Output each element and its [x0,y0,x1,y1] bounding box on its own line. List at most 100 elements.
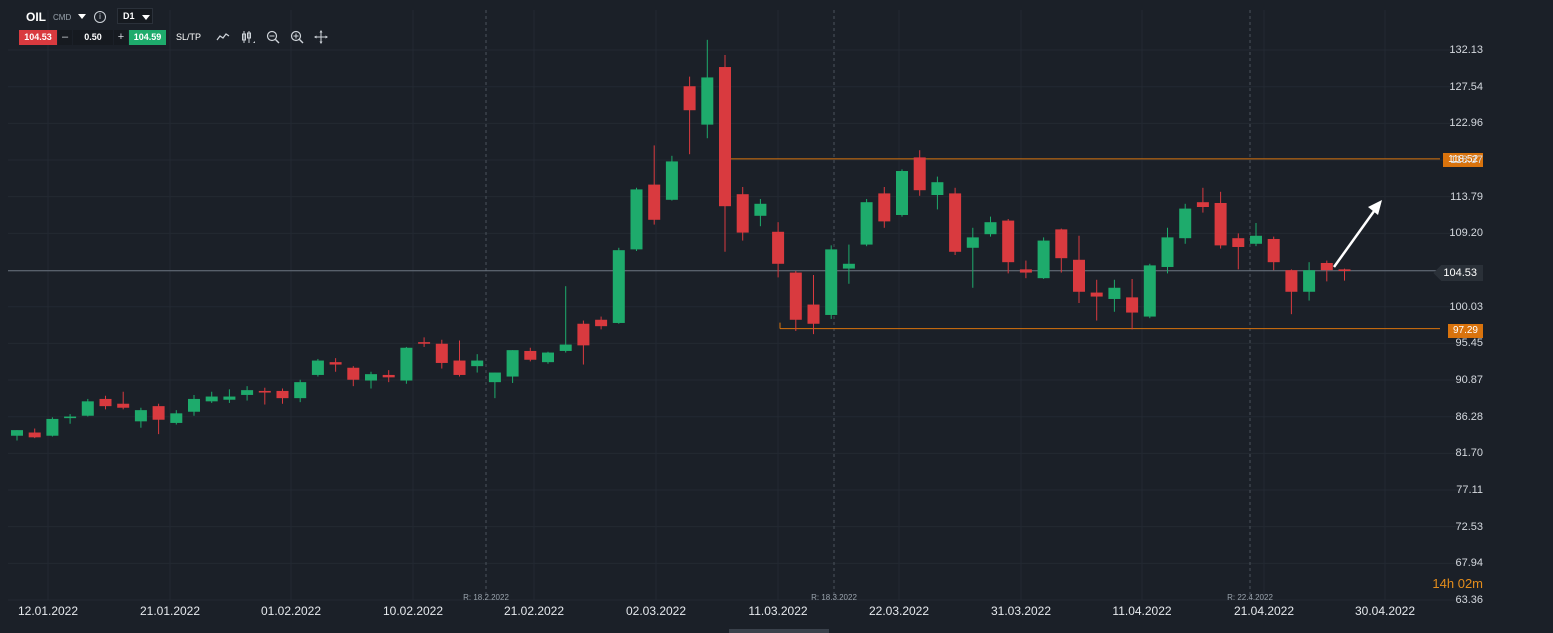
candle-bull [294,382,307,399]
candle-bear [1019,269,1032,273]
candle-bull [64,416,77,419]
resistance-level-tag[interactable]: 118.52 [1443,153,1483,167]
decrease-quantity-button[interactable]: – [58,30,72,45]
candle-bull [665,161,678,200]
candle-bull [46,418,59,436]
date-axis-label: 12.01.2022 [17,604,79,618]
price-axis-label: 100.03 [1449,300,1483,313]
candle-bull [612,250,625,323]
trend-arrow [1332,206,1379,268]
price-axis-label: 113.79 [1450,190,1483,203]
candle-bull [170,413,183,423]
symbol-name[interactable]: OIL [26,10,46,24]
sell-button[interactable]: 104.53 [19,30,57,45]
timeframe-dropdown-icon[interactable] [142,15,150,20]
candle-bull [542,352,554,363]
timeframe-select[interactable]: D1 [117,8,153,24]
candle-countdown: 14h 02m [1432,576,1483,591]
timeframe-label: D1 [123,11,135,21]
candle-bull [205,396,218,402]
price-axis-label: 95.45 [1455,337,1483,350]
price-axis-label: 67.94 [1455,557,1483,570]
candle-bull [488,372,501,383]
buy-button[interactable]: 104.59 [129,30,166,45]
candle-bear [453,360,466,375]
candle-bear [1126,297,1139,313]
quantity-input[interactable] [73,30,113,45]
candlestick-icon[interactable] [241,30,255,44]
candle-bear [435,343,448,363]
zoom-out-icon[interactable] [266,30,280,44]
candle-bull [81,401,94,416]
rollover-label: R: 22.4.2022 [1227,593,1273,602]
candle-bear [524,350,537,360]
line-chart-icon[interactable] [216,30,230,44]
candle-bull [931,182,944,195]
rollover-label: R: 18.3.2022 [811,593,857,602]
chart-scrollbar[interactable] [729,629,829,633]
candle-bull [241,390,254,395]
candle-bear [577,323,590,346]
candle-bear [807,304,820,324]
candle-bear [789,272,802,320]
candle-bear [418,342,431,344]
symbol-dropdown-icon[interactable] [78,14,86,19]
candle-bear [683,86,696,111]
candle-bear [1320,262,1333,271]
candle-bear [1090,292,1103,297]
price-axis-label: 63.36 [1455,594,1483,606]
candle-bear [152,406,165,420]
candle-bear [117,403,130,408]
candle-bear [258,390,271,393]
date-axis-label: 21.04.2022 [1233,604,1295,618]
price-axis-label: 90.87 [1455,373,1483,386]
date-axis-label: 10.02.2022 [382,604,444,618]
date-axis-label: 31.03.2022 [990,604,1052,618]
candle-bull [1303,270,1316,292]
candle-bear [1002,220,1015,263]
candle-bull [1161,237,1174,267]
candle-bear [595,319,608,327]
candle-bull [842,263,855,269]
increase-quantity-button[interactable]: + [114,30,128,45]
candle-bear [382,374,395,378]
candle-bull [506,350,519,377]
candle-bull [1179,208,1192,239]
date-axis-label: 01.02.2022 [260,604,322,618]
price-axis-label: 127.54 [1449,80,1483,93]
zoom-in-icon[interactable] [290,30,304,44]
candle-bull [754,203,767,216]
date-axis-label: 30.04.2022 [1354,604,1416,618]
candle-bear [648,184,661,220]
price-axis-label: 77.11 [1456,484,1483,497]
candle-bull [223,396,236,400]
date-axis-label: 22.03.2022 [868,604,930,618]
candle-bull [825,249,838,315]
trend-arrow-head [1368,200,1382,215]
price-axis-label: 132.13 [1449,44,1483,56]
candle-bull [1250,235,1262,244]
sltp-button[interactable]: SL/TP [176,32,202,42]
candle-bear [1267,238,1280,263]
candle-bull [400,347,413,381]
candle-bull [1143,265,1156,317]
info-icon[interactable]: i [94,11,106,23]
date-axis-label: 21.02.2022 [503,604,565,618]
price-axis-label: 81.70 [1455,447,1483,460]
candle-bear [99,398,112,407]
candle-bear [347,367,360,380]
symbol-type: CMD [53,13,72,22]
candle-bear [1338,269,1351,271]
candle-bear [878,193,891,222]
candle-bear [949,193,962,252]
candle-bull [701,77,714,125]
candle-bull [1108,287,1121,299]
rollover-label: R: 18.2.2022 [463,593,509,602]
crosshair-move-icon[interactable] [314,30,328,44]
date-axis-label: 11.04.2022 [1112,604,1172,618]
candle-bull [966,237,979,248]
support-level-tag[interactable]: 97.29 [1447,324,1483,338]
price-axis-label: 72.53 [1455,520,1483,533]
candle-bear [1285,270,1298,292]
